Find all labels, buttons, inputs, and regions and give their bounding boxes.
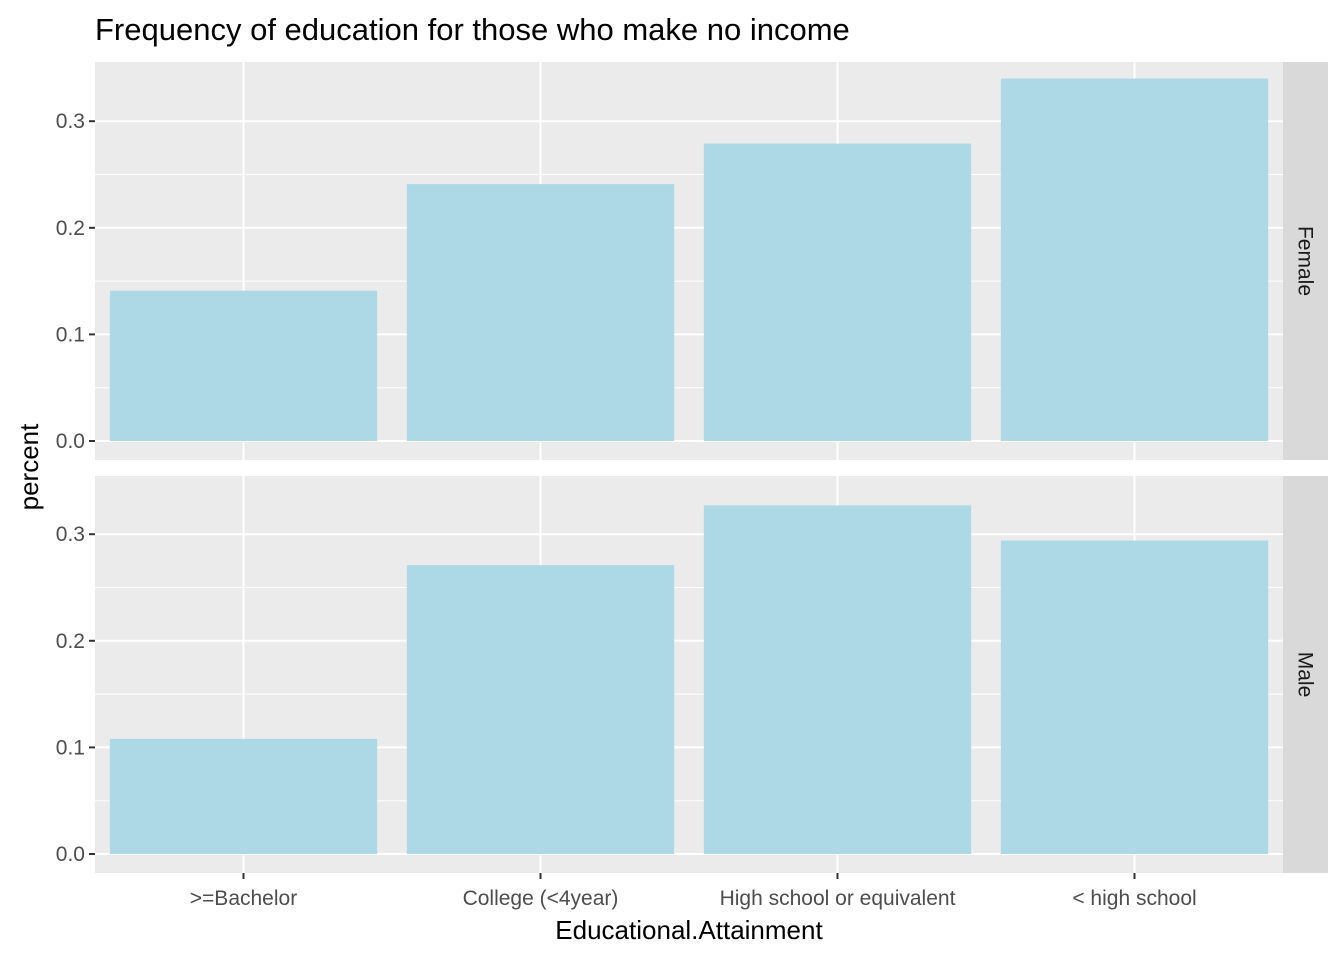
- y-tick-label: 0.1: [56, 736, 85, 759]
- facet-strip: [1283, 62, 1328, 460]
- x-tick-label: >=Bachelor: [190, 887, 297, 910]
- x-tick-label: < high school: [1072, 887, 1196, 910]
- bar-female-2: [703, 143, 972, 441]
- bar-male-2: [703, 505, 972, 854]
- y-tick-label: 0.0: [56, 843, 85, 866]
- facet-panels: 0.0 0.1 0.2 0.3 Female 0.0 0.1 0.2 0.3 Male: [56, 62, 1328, 873]
- y-tick-label: 0.1: [56, 323, 85, 346]
- y-tick-label: 0.2: [56, 630, 85, 653]
- y-tick-label: 0.3: [56, 110, 85, 133]
- y-tick-label: 0.3: [56, 523, 85, 546]
- bar-female-3: [1000, 78, 1269, 441]
- facet-strip-label: Female: [1294, 226, 1317, 296]
- bar-male-1: [406, 565, 675, 854]
- bar-female-0: [109, 290, 378, 441]
- bar-male-0: [109, 738, 378, 854]
- facet-strip-label: Male: [1294, 652, 1317, 698]
- x-axis: >=Bachelor College (<4year) High school or…: [190, 873, 1197, 910]
- x-tick-label: College (<4year): [463, 887, 619, 910]
- bar-female-1: [406, 184, 675, 441]
- bar-male-3: [1000, 540, 1269, 854]
- facet-strip: [1283, 476, 1328, 873]
- x-axis-title: Educational.Attainment: [555, 915, 823, 945]
- y-tick-label: 0.2: [56, 217, 85, 240]
- x-tick-label: High school or equivalent: [720, 887, 956, 910]
- chart-title: Frequency of education for those who mak…: [95, 12, 850, 47]
- y-tick-label: 0.0: [56, 430, 85, 453]
- y-axis-title: percent: [14, 423, 44, 510]
- facet-panel-female: 0.0 0.1 0.2 0.3 Female: [56, 62, 1328, 460]
- facet-panel-male: 0.0 0.1 0.2 0.3 Male: [56, 476, 1328, 873]
